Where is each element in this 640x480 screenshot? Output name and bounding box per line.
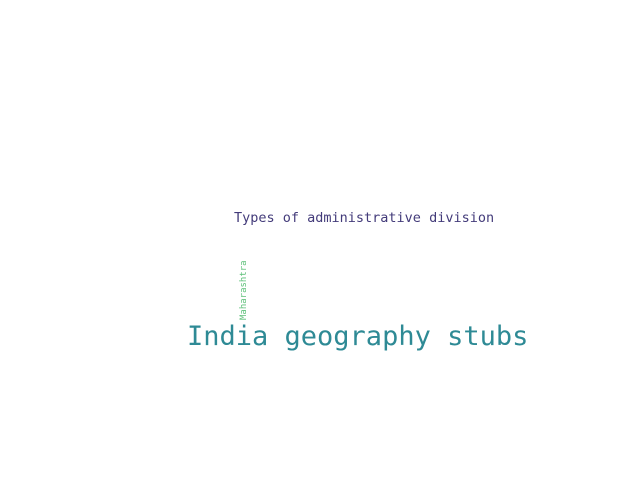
word-maharashtra: Maharashtra	[239, 260, 249, 320]
word-types-of-administrative-division: Types of administrative division	[234, 210, 495, 226]
word-india-geography-stubs: India geography stubs	[187, 321, 529, 352]
